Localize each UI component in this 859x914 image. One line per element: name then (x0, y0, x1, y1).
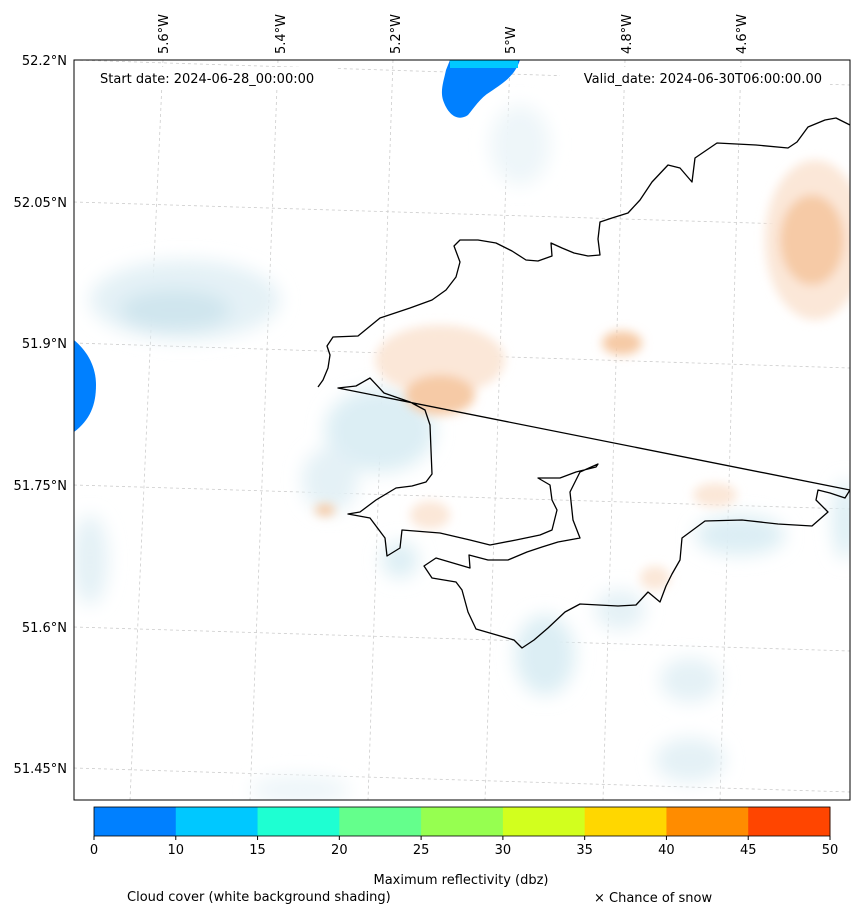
colorbar-segment (666, 807, 749, 836)
colorbar-tick-label: 20 (331, 843, 348, 858)
colorbar-segment (175, 807, 259, 836)
lon-label: 4.8°W (620, 14, 635, 54)
colorbar-frame (93, 806, 831, 837)
plot-frame (73, 59, 851, 801)
lon-label: 5.4°W (274, 14, 289, 54)
colorbar-segment (339, 807, 422, 836)
lat-label: 51.6°N (22, 621, 67, 636)
snow-legend: × Chance of snow (594, 891, 712, 906)
colorbar-segment (584, 807, 667, 836)
plot-area (74, 60, 850, 800)
cloud-cover-shading (74, 105, 850, 800)
colorbar-segment (502, 807, 586, 836)
colorbar-tick-label: 25 (413, 843, 430, 858)
lon-label: 5.6°W (157, 14, 172, 54)
colorbar-tick-label: 40 (658, 843, 675, 858)
cloud-cover-legend: Cloud cover (white background shading) (127, 890, 391, 905)
lon-label: 5.2°W (389, 14, 404, 54)
colorbar-tick-label: 15 (249, 843, 266, 858)
lat-label: 52.05°N (14, 196, 67, 211)
colorbar: 0 10 15 20 25 30 35 40 45 50 (90, 806, 839, 858)
colorbar-segment (748, 807, 831, 836)
lat-label: 51.45°N (14, 762, 67, 777)
start-date-box (93, 67, 337, 89)
valid-date-label: Valid_date: 2024-06-30T06:00:00.00 (584, 72, 822, 87)
colorbar-segment (257, 807, 340, 836)
lon-label: 5°W (504, 26, 519, 54)
latitude-labels: 52.2°N 52.05°N 51.9°N 51.75°N 51.6°N 51.… (14, 54, 67, 777)
longitude-labels: 5.6°W 5.4°W 5.2°W 5°W 4.8°W 4.6°W (157, 14, 750, 54)
coastline (317, 117, 850, 649)
lat-label: 51.9°N (22, 337, 67, 352)
valid-date-box (560, 67, 830, 89)
colorbar-tick-label: 35 (576, 843, 593, 858)
colorbar-segment (94, 807, 177, 836)
lon-label: 4.6°W (735, 14, 750, 54)
colorbar-tick-label: 50 (822, 843, 839, 858)
lat-label: 52.2°N (22, 54, 67, 69)
reflectivity-cells (74, 60, 520, 432)
colorbar-tick-label: 0 (90, 843, 98, 858)
colorbar-segment (421, 807, 504, 836)
colorbar-tick-label: 10 (168, 843, 185, 858)
colorbar-tick-label: 30 (495, 843, 512, 858)
colorbar-tick-label: 45 (740, 843, 757, 858)
start-date-label: Start date: 2024-06-28_00:00:00 (100, 72, 314, 87)
lat-label: 51.75°N (14, 479, 67, 494)
colorbar-label: Maximum reflectivity (dbz) (374, 873, 549, 888)
